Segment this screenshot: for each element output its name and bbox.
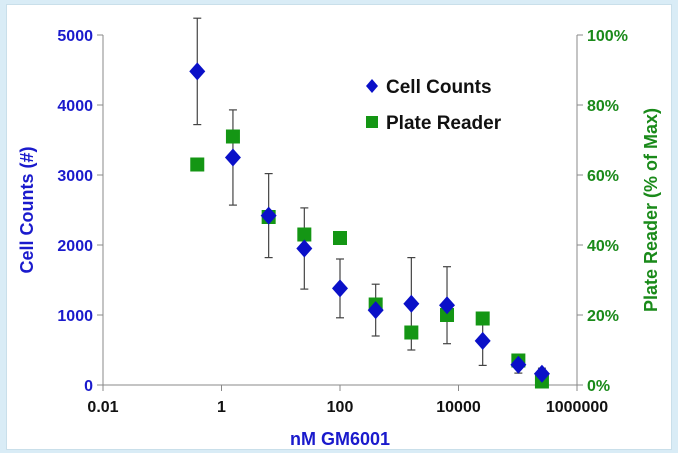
legend-marker-plate-reader: [366, 116, 378, 128]
axes: [102, 35, 578, 386]
cell-count-point: [439, 296, 456, 315]
cell-count-point: [332, 279, 348, 298]
y-tick-label: 3000: [57, 168, 93, 185]
y-tick-label: 2000: [57, 238, 93, 255]
x-tick-label: 1: [217, 399, 226, 416]
plate-reader-point: [190, 157, 205, 172]
cell-count-point: [224, 148, 241, 167]
y2-axis-title: Plate Reader (% of Max): [641, 108, 661, 312]
y2-tick-label: 40%: [587, 238, 619, 255]
plate-reader-point: [475, 311, 490, 326]
y2-tick-label: 20%: [587, 308, 619, 325]
x-tick-label: 100: [327, 399, 354, 416]
x-axis-title: nM GM6001: [290, 429, 390, 449]
y2-tick-label: 100%: [587, 28, 628, 45]
y-tick-label: 0: [84, 378, 93, 395]
y-axis-title: Cell Counts (#): [17, 146, 37, 273]
plate-reader-point: [440, 308, 455, 322]
plate-reader-point: [333, 231, 347, 245]
y2-tick-label: 60%: [587, 168, 619, 185]
plate-reader-point: [404, 325, 419, 340]
cell-count-point: [367, 301, 384, 320]
cell-count-point: [189, 62, 206, 81]
cell-count-point: [403, 294, 420, 313]
y-tick-label: 5000: [57, 28, 93, 45]
cell-count-point: [474, 331, 491, 350]
cell-count-point: [260, 206, 277, 225]
legend-marker-cell-counts: [366, 79, 378, 93]
legend-label-plate-reader: Plate Reader: [386, 113, 502, 134]
plate-reader-point: [297, 227, 312, 242]
x-tick-label: 1000000: [546, 399, 608, 416]
x-tick-label: 0.01: [87, 399, 118, 416]
tick-group: 0 1000 2000 3000 4000 5000 0% 20% 40% 60% 80% 100% 0…: [57, 28, 628, 416]
x-tick-label: 10000: [436, 399, 481, 416]
y2-tick-label: 0%: [587, 378, 610, 395]
y-tick-label: 1000: [57, 308, 93, 325]
legend-label-cell-counts: Cell Counts: [386, 77, 492, 98]
data-marks: [189, 17, 550, 389]
cell-count-point: [510, 355, 527, 374]
scatter-chart: 0 1000 2000 3000 4000 5000 0% 20% 40% 60% 80% 100% 0…: [17, 17, 661, 449]
cell-count-point: [296, 239, 313, 258]
y-tick-label: 4000: [57, 98, 93, 115]
plate-reader-point: [225, 129, 240, 144]
chart-container: 0 1000 2000 3000 4000 5000 0% 20% 40% 60% 80% 100% 0…: [6, 4, 672, 450]
cell-count-point: [533, 364, 550, 383]
y2-tick-label: 80%: [587, 98, 619, 115]
legend: Cell Counts Plate Reader: [366, 77, 502, 134]
